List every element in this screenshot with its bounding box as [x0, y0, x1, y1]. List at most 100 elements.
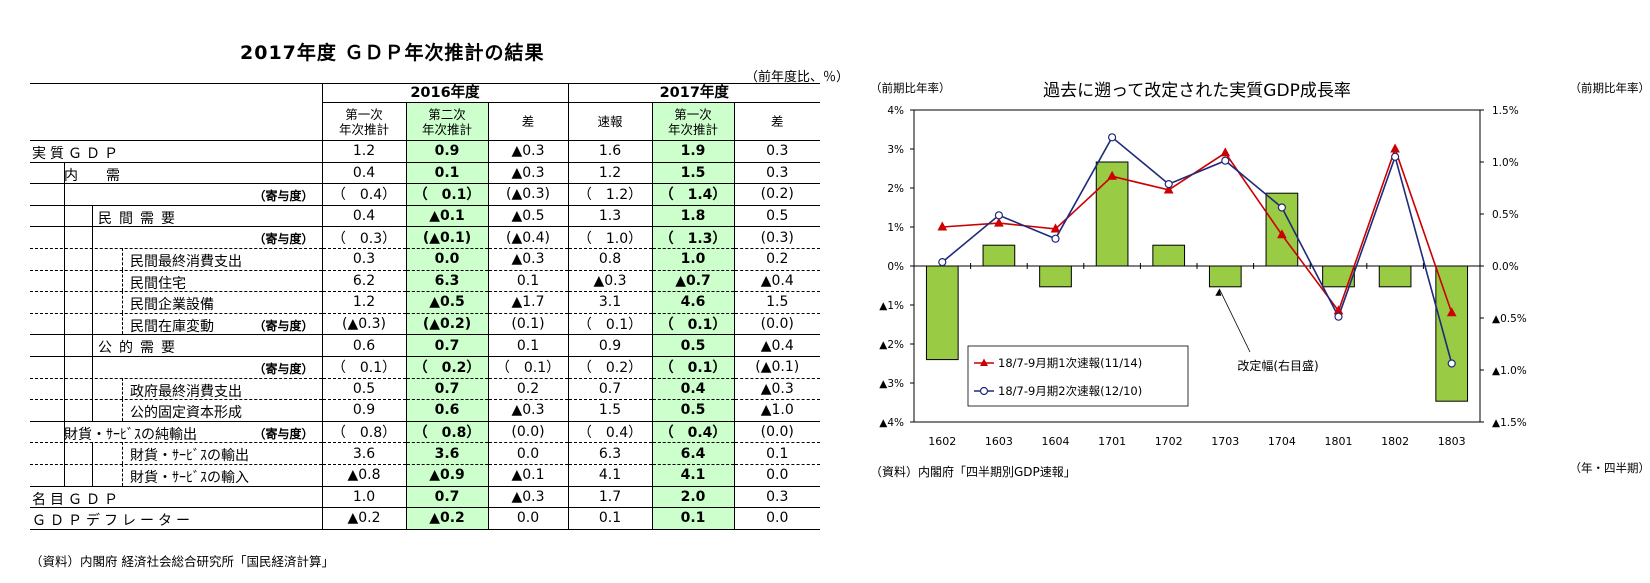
contribution-note: （寄与度）: [253, 426, 314, 441]
table-cell: 0.0: [733, 507, 820, 530]
table-cell: 0.5: [321, 377, 406, 400]
table-row: 実質ＧＤＰ 1.2 0.9 ▲0.3 1.6 1.9 0.3: [30, 140, 820, 163]
hierarchy-line: [122, 442, 123, 464]
row-label-cell: （寄与度）: [30, 355, 322, 379]
revision-bar: [1322, 265, 1355, 288]
table-cell: 0.0: [405, 247, 488, 271]
table-cell: （ 0.1）: [651, 312, 734, 335]
hierarchy-line: [64, 247, 65, 270]
series-2-marker: [1108, 133, 1117, 142]
row-label-cell: 民間最終消費支出: [30, 247, 322, 271]
table-cell: 6.3: [405, 269, 488, 292]
hierarchy-line: [92, 442, 93, 464]
row-label: 民間在庫変動: [130, 318, 214, 335]
chart-source: （資料）内閣府「四半期別GDP速報」: [870, 464, 1076, 479]
row-label: 民間需要: [98, 210, 182, 227]
table-cell: 2.0: [651, 485, 734, 508]
hierarchy-line: [122, 463, 123, 486]
hierarchy-line: [122, 269, 123, 292]
hierarchy-line: [92, 312, 93, 335]
gdp-growth-chart: 過去に遡って改定された実質GDP成長率 （前期比年率） （前期比年率） 4% 3% 2% 1…: [870, 81, 1650, 479]
series-1-marker: [937, 221, 948, 231]
contribution-note: （寄与度）: [253, 318, 314, 333]
hierarchy-line: [64, 161, 65, 184]
left-tick-label: 2%: [887, 183, 904, 195]
table-cell: 6.4: [651, 442, 734, 465]
table-cell: ▲0.4: [733, 269, 820, 292]
table-unit-note: （前年度比、％）: [745, 70, 850, 85]
legend-marker: [980, 358, 988, 366]
table-cell: （ 0.4）: [321, 183, 406, 206]
table-cell: ▲0.3: [487, 161, 568, 184]
table-cell: 0.1: [651, 507, 734, 530]
table-cell: 3.6: [405, 442, 488, 465]
column-header-text: 第一次: [674, 106, 712, 122]
series-line-1: [942, 146, 1453, 314]
table-cell: 0.3: [321, 247, 406, 271]
hierarchy-line: [122, 377, 123, 400]
column-header-text: 年次推計: [667, 121, 718, 137]
table-cell: 0.3: [733, 485, 820, 508]
table-cell: ▲0.1: [487, 463, 568, 486]
left-tick-label: ▲1%: [879, 300, 904, 312]
table-cell: 0.5: [651, 399, 734, 422]
table-cell: 6.3: [567, 442, 652, 465]
hierarchy-line: [92, 291, 93, 313]
revision-bar: [1378, 265, 1412, 288]
series-1-marker: [994, 217, 1004, 227]
table-cell: 3.6: [321, 442, 406, 465]
table-cell: （ 0.8）: [321, 420, 406, 443]
row-label: 政府最終消費支出: [130, 383, 242, 400]
right-tick-label: 1.0%: [1492, 157, 1519, 169]
hierarchy-line: [92, 377, 93, 400]
series-2-marker: [938, 258, 947, 267]
table-cell: （ 1.0）: [567, 226, 652, 249]
table-cell: 1.0: [321, 485, 406, 508]
table-cell: ▲1.7: [487, 291, 568, 314]
table-cell: (▲0.1): [733, 355, 820, 379]
table-cell: （ 1.3）: [651, 226, 734, 249]
left-axis-title: （前期比年率）: [870, 81, 951, 95]
table-row: 民間最終消費支出 0.3 0.0 ▲0.3 0.8 1.0 0.2: [30, 247, 820, 271]
series-2-marker: [1447, 359, 1456, 368]
table-cell: 1.0: [651, 247, 734, 271]
series-2-marker: [1277, 203, 1286, 212]
table-cell: 1.3: [567, 204, 652, 227]
table-cell: （ 0.4）: [651, 420, 734, 443]
series-2-marker: [1164, 179, 1173, 189]
table-row: 名目ＧＤＰ 1.0 0.7 ▲0.3 1.7 2.0 0.3: [30, 485, 820, 508]
table-cell: 0.4: [321, 204, 406, 227]
hierarchy-line: [64, 334, 65, 356]
table-row: 民間需要 0.4 ▲0.1 ▲0.5 1.3 1.8 0.5: [30, 204, 820, 227]
hierarchy-line: [64, 269, 65, 292]
hierarchy-line: [92, 247, 93, 270]
table-cell: ▲0.3: [487, 140, 568, 163]
table-cell: (0.0): [733, 420, 820, 443]
table-cell: (▲0.3): [487, 183, 568, 206]
header-blank: [30, 83, 322, 141]
revision-bar: [1039, 265, 1072, 288]
column-header-text: 差: [770, 114, 784, 129]
table-cell: （ 0.2）: [405, 355, 488, 379]
table-cell: 1.9: [651, 140, 734, 163]
table-cell: 0.6: [405, 399, 488, 422]
table-row: 公的需要 0.6 0.7 0.1 0.9 0.5 ▲0.4: [30, 334, 820, 357]
table-cell: 0.4: [321, 161, 406, 184]
table-cell: 0.5: [651, 334, 734, 357]
x-tick-label: 1801: [1325, 435, 1353, 448]
table-cell: 4.1: [651, 463, 734, 486]
table-cell: ▲0.3: [567, 269, 652, 292]
table-cell: （ 0.1）: [567, 312, 652, 335]
table-source: （資料）内閣府 経済社会総合研究所「国民経済計算」: [30, 554, 334, 569]
table-cell: 0.7: [567, 377, 652, 400]
revision-bar: [1208, 265, 1242, 288]
series-1-marker: [1446, 307, 1457, 317]
table-cell: 0.3: [733, 140, 820, 163]
series-1-marker: [1220, 147, 1231, 157]
table-cell: 0.0: [733, 463, 820, 486]
table-row: （寄与度） （ 0.4）（ 0.1） (▲0.3) （ 1.2）（ 1.4） (0.2): [30, 183, 820, 206]
bar-annotation: 改定幅(右目盛): [1237, 358, 1318, 373]
table-row: ＧＤＰデフレーター ▲0.2 ▲0.2 0.0 0.1 0.1 0.0: [30, 507, 820, 530]
column-header-text: 年次推計: [421, 121, 472, 137]
contribution-note: （寄与度）: [253, 189, 314, 204]
